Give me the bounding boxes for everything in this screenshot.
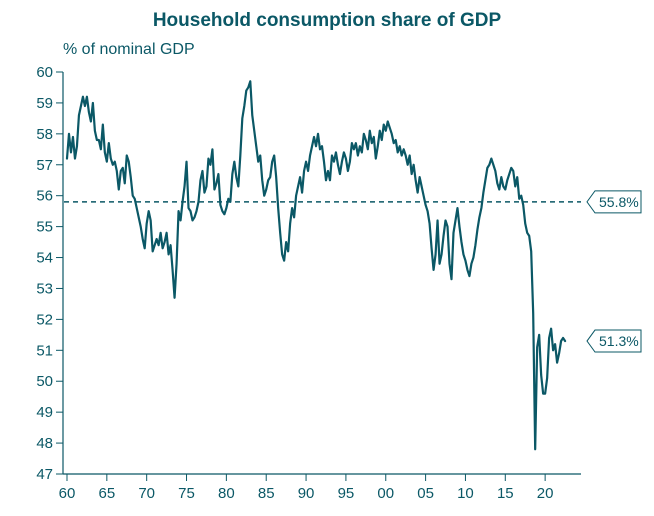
series-line bbox=[67, 81, 565, 449]
chart-svg: 47 48 49 50 51 52 53 54 55 56 57 58 59 60 60 65 70 75 80 85… bbox=[0, 0, 654, 516]
chart-container: Household consumption share of GDP % of … bbox=[0, 0, 654, 516]
callout-average-label: 55.8% bbox=[599, 194, 639, 210]
x-tick-label: 00 bbox=[377, 485, 394, 502]
chart-title: Household consumption share of GDP bbox=[0, 10, 654, 32]
y-tick-label: 47 bbox=[36, 466, 53, 483]
y-tick-label: 55 bbox=[36, 219, 53, 236]
x-tick-label: 90 bbox=[298, 485, 315, 502]
x-tick-label: 20 bbox=[537, 485, 554, 502]
y-tick-label: 53 bbox=[36, 280, 53, 297]
x-tick-label: 60 bbox=[59, 485, 76, 502]
y-tick-label: 52 bbox=[36, 311, 53, 328]
x-tick-label: 10 bbox=[457, 485, 474, 502]
y-tick-label: 48 bbox=[36, 435, 53, 452]
x-tick-label: 95 bbox=[338, 485, 355, 502]
y-tick-label: 50 bbox=[36, 373, 53, 390]
y-tick-label: 59 bbox=[36, 95, 53, 112]
x-tick-label: 65 bbox=[98, 485, 115, 502]
y-tick-label: 51 bbox=[36, 342, 53, 359]
y-tick-label: 58 bbox=[36, 126, 53, 143]
chart-subtitle: % of nominal GDP bbox=[63, 41, 195, 59]
y-tick-label: 54 bbox=[36, 250, 53, 267]
x-tick-label: 15 bbox=[497, 485, 514, 502]
y-tick-label: 60 bbox=[36, 64, 53, 81]
y-tick-label: 56 bbox=[36, 188, 53, 205]
x-tick-label: 75 bbox=[178, 485, 195, 502]
y-tick-label: 57 bbox=[36, 157, 53, 174]
x-tick-label: 05 bbox=[417, 485, 434, 502]
y-tick-label: 49 bbox=[36, 404, 53, 421]
callout-last-label: 51.3% bbox=[599, 333, 639, 349]
x-tick-label: 85 bbox=[258, 485, 275, 502]
x-tick-label: 80 bbox=[218, 485, 235, 502]
x-tick-label: 70 bbox=[138, 485, 155, 502]
